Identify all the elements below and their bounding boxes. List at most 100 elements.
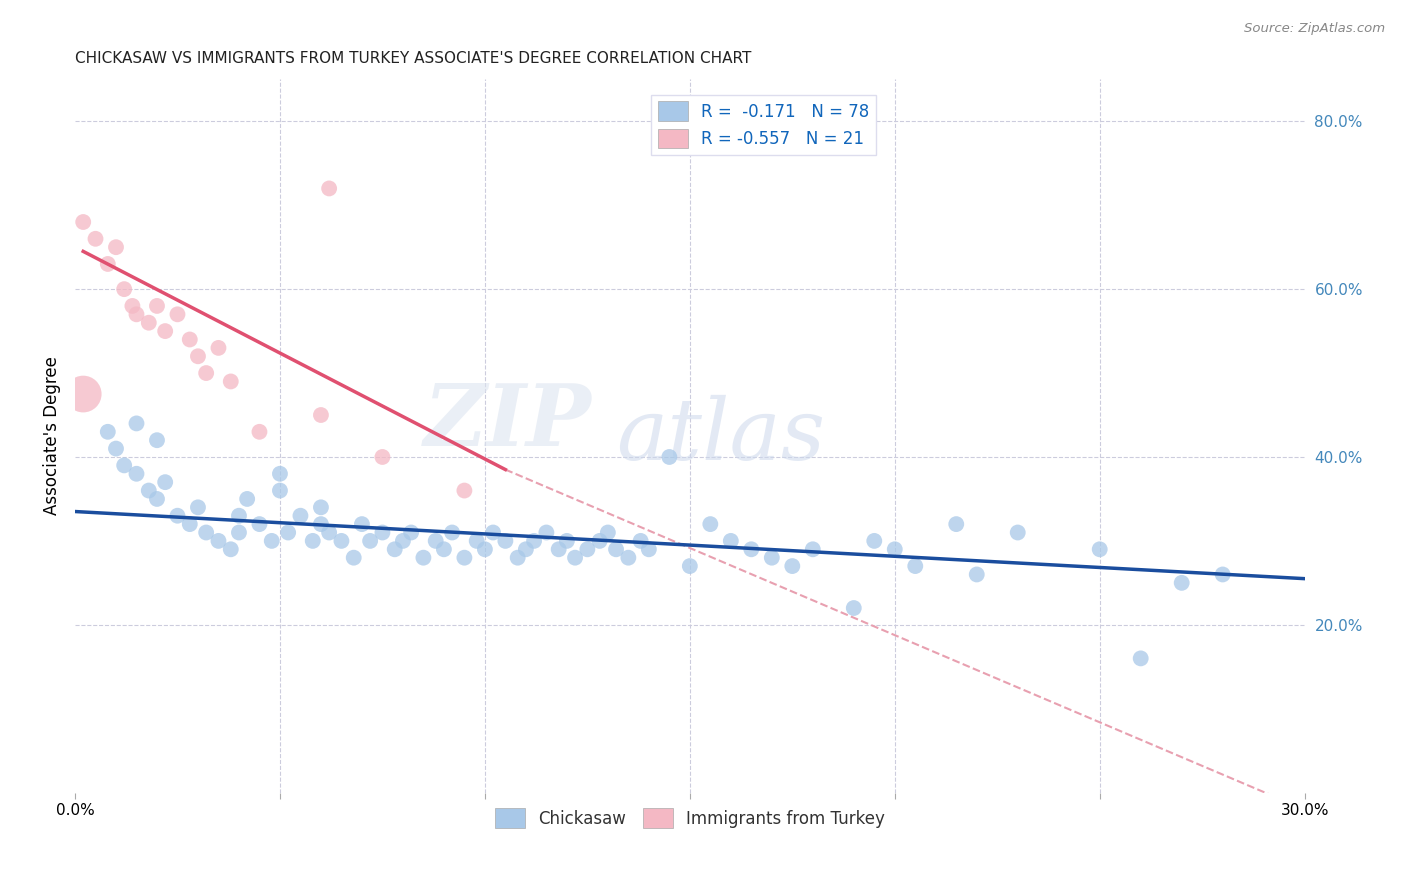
Point: [605, 542, 627, 557]
Point: [97, 257, 120, 271]
Point: [412, 550, 434, 565]
Point: [290, 508, 312, 523]
Point: [105, 240, 128, 254]
Point: [195, 366, 218, 380]
Point: [153, 324, 176, 338]
Point: [1088, 542, 1111, 557]
Point: [105, 442, 128, 456]
Point: [138, 483, 160, 498]
Point: [236, 491, 259, 506]
Point: [219, 542, 242, 557]
Point: [883, 542, 905, 557]
Point: [146, 299, 169, 313]
Point: [301, 533, 323, 548]
Point: [658, 450, 681, 464]
Point: [260, 533, 283, 548]
Legend: Chickasaw, Immigrants from Turkey: Chickasaw, Immigrants from Turkey: [488, 802, 891, 834]
Point: [720, 533, 742, 548]
Point: [842, 601, 865, 615]
Point: [523, 533, 546, 548]
Point: [121, 299, 143, 313]
Point: [146, 433, 169, 447]
Point: [318, 181, 340, 195]
Point: [966, 567, 988, 582]
Text: Source: ZipAtlas.com: Source: ZipAtlas.com: [1244, 22, 1385, 36]
Point: [309, 500, 332, 515]
Point: [269, 467, 291, 481]
Point: [425, 533, 447, 548]
Point: [84, 232, 107, 246]
Point: [699, 517, 721, 532]
Point: [146, 491, 169, 506]
Point: [269, 483, 291, 498]
Point: [945, 517, 967, 532]
Point: [547, 542, 569, 557]
Point: [309, 408, 332, 422]
Point: [112, 282, 135, 296]
Point: [863, 533, 886, 548]
Point: [112, 458, 135, 473]
Point: [515, 542, 537, 557]
Point: [482, 525, 505, 540]
Point: [249, 425, 271, 439]
Point: [589, 533, 612, 548]
Point: [228, 508, 250, 523]
Point: [617, 550, 640, 565]
Point: [536, 525, 558, 540]
Point: [576, 542, 599, 557]
Point: [630, 533, 652, 548]
Point: [904, 559, 927, 574]
Point: [782, 559, 804, 574]
Point: [453, 483, 475, 498]
Point: [166, 508, 188, 523]
Point: [179, 517, 201, 532]
Point: [761, 550, 783, 565]
Point: [399, 525, 422, 540]
Point: [453, 550, 475, 565]
Point: [371, 450, 394, 464]
Point: [679, 559, 702, 574]
Point: [249, 517, 271, 532]
Point: [228, 525, 250, 540]
Point: [318, 525, 340, 540]
Point: [309, 517, 332, 532]
Point: [506, 550, 529, 565]
Point: [1007, 525, 1029, 540]
Point: [1170, 575, 1192, 590]
Point: [384, 542, 406, 557]
Point: [441, 525, 464, 540]
Point: [433, 542, 456, 557]
Point: [564, 550, 586, 565]
Point: [207, 341, 229, 355]
Point: [1212, 567, 1234, 582]
Point: [1129, 651, 1152, 665]
Point: [277, 525, 299, 540]
Point: [350, 517, 373, 532]
Point: [801, 542, 824, 557]
Point: [138, 316, 160, 330]
Point: [97, 425, 120, 439]
Point: [359, 533, 381, 548]
Point: [637, 542, 659, 557]
Point: [187, 349, 209, 363]
Point: [596, 525, 619, 540]
Point: [166, 307, 188, 321]
Y-axis label: Associate's Degree: Associate's Degree: [44, 357, 60, 516]
Point: [392, 533, 415, 548]
Point: [555, 533, 578, 548]
Point: [187, 500, 209, 515]
Point: [207, 533, 229, 548]
Point: [474, 542, 496, 557]
Point: [125, 467, 148, 481]
Point: [494, 533, 516, 548]
Point: [179, 333, 201, 347]
Point: [343, 550, 366, 565]
Point: [465, 533, 488, 548]
Point: [125, 417, 148, 431]
Text: atlas: atlas: [616, 394, 825, 477]
Point: [195, 525, 218, 540]
Point: [153, 475, 176, 490]
Point: [330, 533, 353, 548]
Point: [125, 307, 148, 321]
Point: [740, 542, 762, 557]
